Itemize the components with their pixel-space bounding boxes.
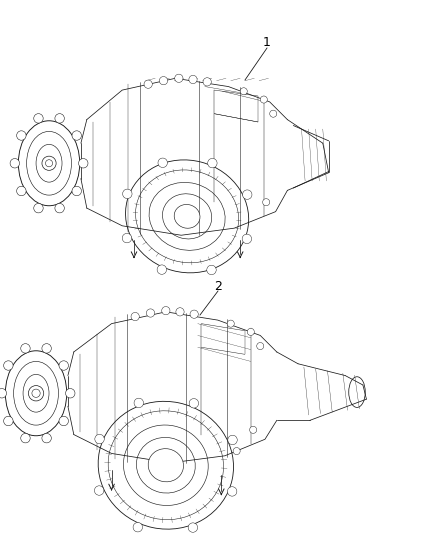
- Circle shape: [21, 433, 30, 443]
- Circle shape: [131, 312, 139, 321]
- Circle shape: [233, 448, 240, 455]
- Circle shape: [123, 189, 132, 199]
- Circle shape: [4, 361, 13, 370]
- Circle shape: [159, 77, 168, 85]
- Circle shape: [227, 320, 234, 327]
- Circle shape: [250, 426, 257, 433]
- Circle shape: [144, 80, 152, 88]
- Circle shape: [133, 522, 142, 532]
- Circle shape: [34, 114, 43, 123]
- Circle shape: [122, 233, 132, 243]
- Circle shape: [17, 186, 26, 196]
- Circle shape: [146, 309, 155, 317]
- Circle shape: [95, 434, 104, 444]
- Circle shape: [134, 398, 144, 408]
- Circle shape: [176, 308, 184, 316]
- Ellipse shape: [174, 205, 200, 228]
- Circle shape: [66, 389, 75, 398]
- Circle shape: [78, 158, 88, 168]
- Circle shape: [243, 190, 252, 199]
- Circle shape: [162, 306, 170, 315]
- Circle shape: [34, 204, 43, 213]
- Circle shape: [59, 361, 68, 370]
- Ellipse shape: [148, 449, 184, 482]
- Text: 1: 1: [263, 36, 271, 50]
- Circle shape: [59, 416, 68, 426]
- Circle shape: [263, 199, 270, 206]
- Circle shape: [240, 88, 247, 95]
- Circle shape: [42, 433, 51, 443]
- Text: 2: 2: [214, 279, 222, 293]
- Circle shape: [228, 435, 237, 445]
- Circle shape: [175, 74, 183, 83]
- Circle shape: [95, 486, 104, 495]
- Circle shape: [190, 310, 198, 318]
- Circle shape: [260, 96, 267, 103]
- Circle shape: [72, 131, 81, 140]
- Circle shape: [247, 328, 254, 335]
- Circle shape: [270, 110, 277, 117]
- Circle shape: [203, 78, 211, 86]
- Circle shape: [42, 156, 56, 171]
- Circle shape: [10, 158, 20, 168]
- Circle shape: [4, 416, 13, 426]
- Circle shape: [72, 186, 81, 196]
- Circle shape: [157, 265, 166, 274]
- Circle shape: [188, 523, 198, 532]
- Circle shape: [227, 487, 237, 496]
- Circle shape: [158, 158, 167, 167]
- Circle shape: [189, 75, 197, 84]
- Circle shape: [42, 344, 51, 353]
- Circle shape: [207, 265, 216, 274]
- Circle shape: [257, 343, 264, 350]
- Circle shape: [55, 114, 64, 123]
- Circle shape: [189, 399, 198, 408]
- Circle shape: [28, 385, 44, 401]
- Circle shape: [21, 344, 30, 353]
- Circle shape: [0, 389, 7, 398]
- Circle shape: [17, 131, 26, 140]
- Circle shape: [208, 158, 217, 168]
- Circle shape: [242, 234, 251, 244]
- Circle shape: [55, 204, 64, 213]
